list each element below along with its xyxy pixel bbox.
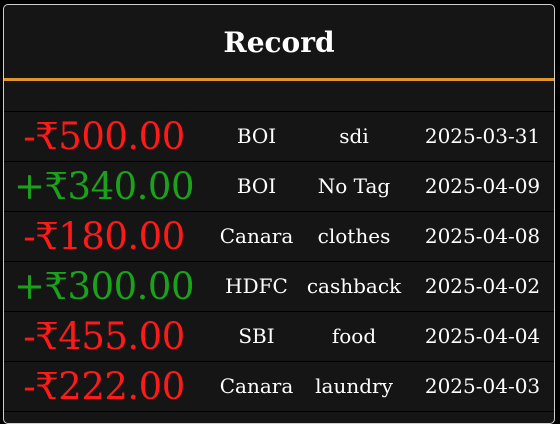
record-amount: -₹455.00 (23, 315, 185, 358)
record-tag: cashback (306, 274, 402, 298)
record-panel: Record -₹500.00 BOI sdi 2025-03-31 +₹340… (3, 4, 555, 424)
record-bank: Canara (219, 224, 294, 248)
record-tag: sdi (339, 124, 369, 148)
record-amount: -₹222.00 (23, 365, 185, 408)
record-row[interactable]: +₹340.00 BOI No Tag 2025-04-09 (4, 162, 554, 212)
record-date: 2025-04-04 (424, 324, 541, 348)
record-amount: -₹500.00 (23, 115, 185, 158)
record-bank: HDFC (225, 274, 288, 298)
header-spacer (4, 81, 554, 112)
record-bank: SBI (238, 324, 275, 348)
record-date: 2025-04-03 (424, 374, 541, 398)
record-amount: +₹340.00 (13, 165, 195, 208)
record-amount: -₹180.00 (23, 215, 185, 258)
panel-title: Record (4, 5, 554, 81)
record-row[interactable]: -₹222.00 Canara laundry 2025-04-03 (4, 362, 554, 412)
record-bank: Canara (219, 374, 294, 398)
record-date: 2025-04-02 (424, 274, 541, 298)
record-bank: BOI (236, 174, 277, 198)
record-row[interactable]: -₹500.00 BOI sdi 2025-03-31 (4, 112, 554, 162)
record-tag: laundry (315, 374, 393, 398)
record-amount: +₹300.00 (13, 265, 195, 308)
record-row[interactable]: -₹180.00 Canara clothes 2025-04-08 (4, 212, 554, 262)
record-tag: food (331, 324, 377, 348)
record-date: 2025-04-08 (424, 224, 541, 248)
record-tag: No Tag (317, 174, 391, 198)
record-row[interactable]: -₹455.00 SBI food 2025-04-04 (4, 312, 554, 362)
record-row[interactable]: +₹300.00 HDFC cashback 2025-04-02 (4, 262, 554, 312)
record-date: 2025-03-31 (424, 124, 541, 148)
record-bank: BOI (236, 124, 277, 148)
record-tag: clothes (317, 224, 391, 248)
record-date: 2025-04-09 (424, 174, 541, 198)
